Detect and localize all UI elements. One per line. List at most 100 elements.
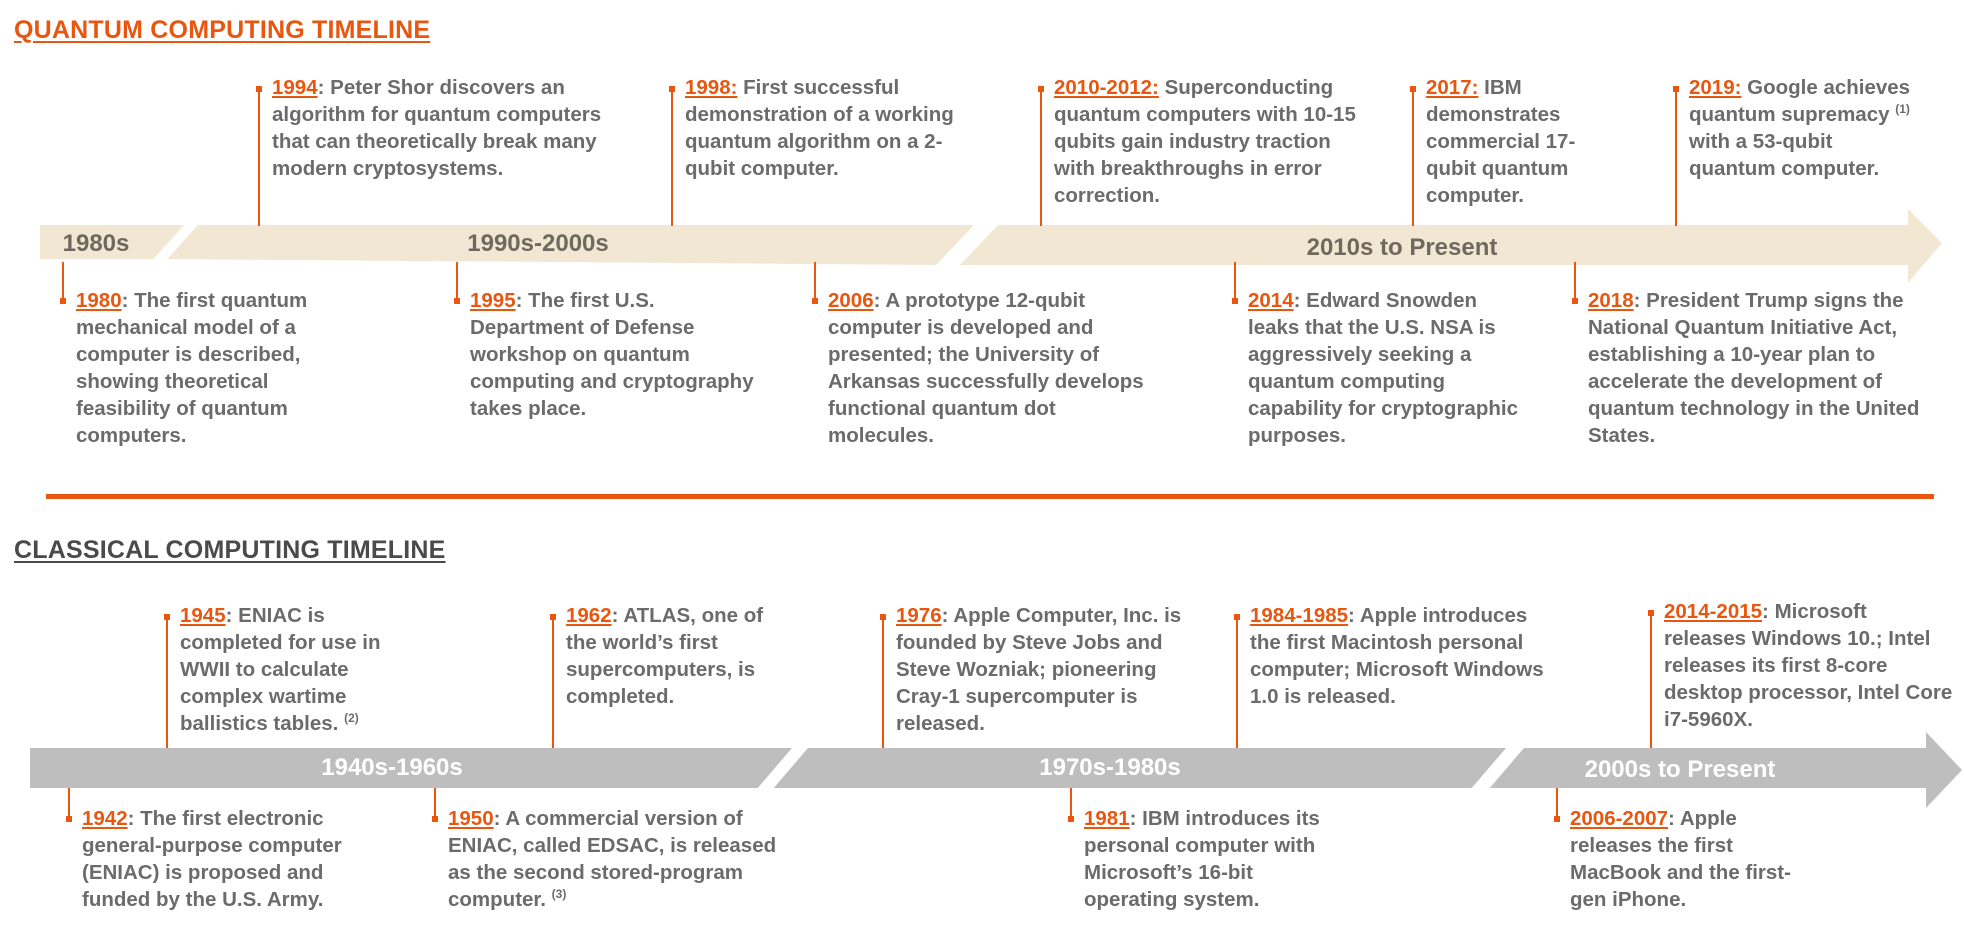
event-text: 2019: Google achieves quantum supremacy … [1689,76,1911,180]
event-text: 1950: A commercial version of ENIAC, cal… [448,807,777,911]
event-marker [1572,298,1578,304]
classical-band-arrows [30,732,1962,808]
event-year: 1945 [180,604,226,627]
event-marker [1673,86,1679,92]
event-marker [454,298,460,304]
event-text: 2014-2015: Microsoft releases Windows 10… [1664,600,1953,731]
classical-timeline-band: 1940s-1960s 1970s-1980s 2000s to Present [0,730,1964,814]
event-stem [882,614,884,748]
quantum-timeline-title: QUANTUM COMPUTING TIMELINE [14,16,431,44]
era-segment-1980s [40,225,192,259]
event-marker [164,614,170,620]
event-year: 2018 [1588,289,1634,312]
event-marker [1068,816,1074,822]
event-marker [66,816,72,822]
event-text: 1945: ENIAC is completed for use in WWII… [180,604,381,735]
era-gap-2 [934,225,998,267]
event-year: 2017: [1426,76,1479,99]
era-segment-2010s-present [958,209,1942,283]
era-label-1990s-2000s: 1990s-2000s [467,230,609,257]
event-text: 1984-1985: Apple introduces the first Ma… [1250,604,1544,708]
event-year: 1984-1985 [1250,604,1349,627]
event-text: 1962: ATLAS, one of the world’s first su… [566,604,764,708]
event-marker [812,298,818,304]
event-stem [671,86,673,226]
event-year: 2006-2007 [1570,807,1669,830]
event-stem [1070,788,1072,820]
event-year: 2014-2015 [1664,600,1763,623]
event-stem [814,262,816,302]
event-stem [258,86,260,226]
era-label-2000s-present: 2000s to Present [1584,756,1776,783]
event-marker [1038,86,1044,92]
event-marker [1554,816,1560,822]
era-segment-1990s-2000s [158,225,976,265]
event-year: 1950 [448,807,494,830]
event-year: 2006 [828,289,874,312]
event-year: 2010-2012: [1054,76,1159,99]
event-marker [669,86,675,92]
era-segment-1970s-1980s [770,748,1508,788]
era-gap-1 [756,748,808,790]
event-text: 1995: The first U.S. Department of Defen… [470,289,754,420]
event-marker [1648,610,1654,616]
event-marker [550,614,556,620]
event-year: 1994 [272,76,318,99]
event-stem [166,614,168,748]
event-stem [1675,86,1677,226]
event-text: 2006: A prototype 12-qubit computer is d… [828,289,1144,447]
event-stem [1234,262,1236,302]
event-text: 1976: Apple Computer, Inc. is founded by… [896,604,1182,735]
event-text: 2014: Edward Snowden leaks that the U.S.… [1248,289,1518,447]
event-text: 2017: IBM demonstrates commercial 17-qub… [1426,76,1576,207]
event-year: 1976 [896,604,942,627]
quantum-timeline-band: 1980s 1990s-2000s 2010s to Present [0,206,1964,286]
era-gap-2 [1470,748,1524,790]
event-year: 1981 [1084,807,1130,830]
event-stem [1650,610,1652,748]
era-label-1980s: 1980s [62,230,130,257]
event-stem [1412,86,1414,226]
era-label-2010s-present: 2010s to Present [1306,234,1498,261]
event-text: 2018: President Trump signs the National… [1588,289,1920,447]
era-label-1940s-1960s: 1940s-1960s [321,754,463,781]
event-year: 2019: [1689,76,1742,99]
event-year: 1942 [82,807,128,830]
event-marker [1410,86,1416,92]
event-year: 2014 [1248,289,1294,312]
event-year: 1998: [685,76,738,99]
event-stem [434,788,436,820]
footnote-marker: (1) [1895,102,1910,117]
event-stem [456,262,458,302]
event-year: 1995 [470,289,516,312]
event-stem [62,262,64,302]
event-marker [432,816,438,822]
classical-timeline-title: CLASSICAL COMPUTING TIMELINE [14,536,446,564]
era-label-1970s-1980s: 1970s-1980s [1039,754,1181,781]
event-stem [1040,86,1042,226]
event-stem [68,788,70,820]
event-text: 1942: The first electronic general-purpo… [82,807,342,911]
era-segment-2000s-present [1486,732,1962,808]
event-stem [1574,262,1576,302]
event-text: 2006-2007: Apple releases the first MacB… [1570,807,1791,911]
section-divider [46,494,1934,499]
event-stem [1556,788,1558,820]
event-text: 1981: IBM introduces its personal comput… [1084,807,1320,911]
era-segment-1940s-1960s [30,748,794,788]
event-text: 1980: The first quantum mechanical model… [76,289,308,447]
event-marker [256,86,262,92]
event-text: 1998: First successful demonstration of … [685,76,954,180]
event-marker [880,614,886,620]
event-text: 1994: Peter Shor discovers an algorithm … [272,76,602,180]
footnote-marker: (2) [344,711,359,726]
event-text: 2010-2012: Superconducting quantum compu… [1054,76,1356,207]
quantum-band-arrows [40,209,1942,283]
event-marker [1234,614,1240,620]
event-marker [1232,298,1238,304]
event-year: 1962 [566,604,612,627]
event-year: 1980 [76,289,122,312]
event-stem [552,614,554,748]
footnote-marker: (3) [551,887,567,902]
event-marker [60,298,66,304]
